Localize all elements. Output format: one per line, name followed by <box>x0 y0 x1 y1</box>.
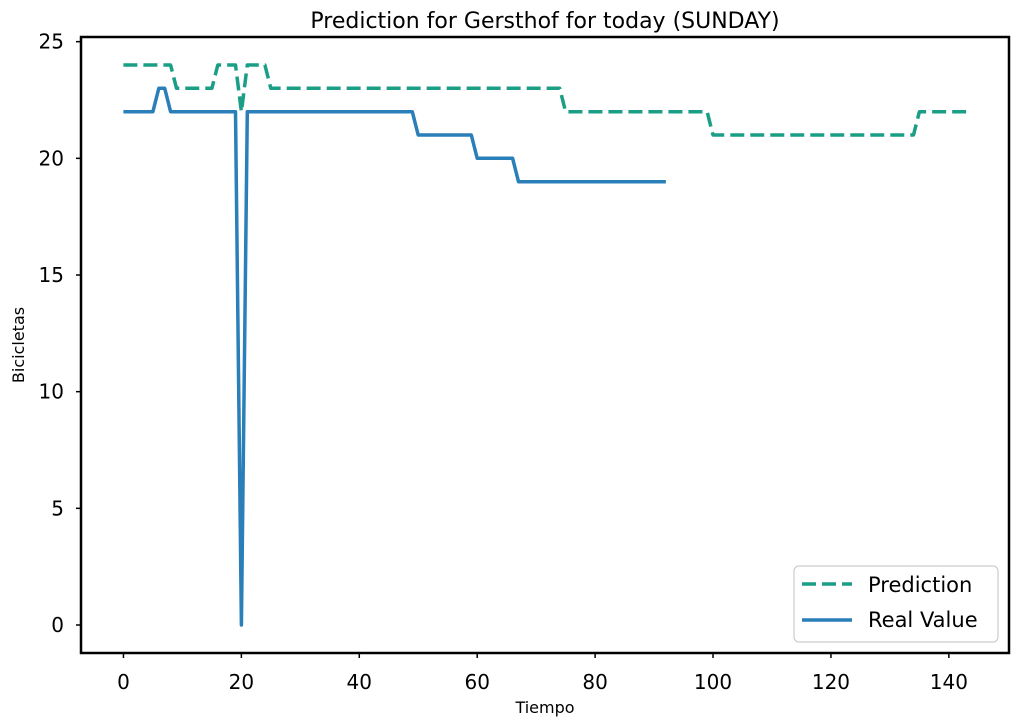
series-layer <box>123 63 967 627</box>
x-tick-label: 40 <box>347 670 372 694</box>
plot-frame <box>79 35 1011 655</box>
x-tick-label: 80 <box>582 670 607 694</box>
x-tick-label: 60 <box>464 670 489 694</box>
x-tick-label: 100 <box>694 670 732 694</box>
y-tick-label: 20 <box>39 146 64 170</box>
y-tick-label: 5 <box>51 496 64 520</box>
y-tick-label: 15 <box>39 263 64 287</box>
x-tick-label: 20 <box>229 670 254 694</box>
legend: Prediction Real Value <box>793 565 999 643</box>
series-line-real-value <box>123 86 666 627</box>
y-axis: 0 5 10 15 20 25 <box>39 30 81 637</box>
chart-title: Prediction for Gersthof for today (SUNDA… <box>310 9 779 34</box>
legend-label-prediction: Prediction <box>868 573 972 597</box>
plot-background <box>81 37 1009 653</box>
x-tick-label: 140 <box>930 670 968 694</box>
x-tick-label: 120 <box>812 670 850 694</box>
y-tick-label: 0 <box>51 613 64 637</box>
series-line-prediction <box>123 63 967 137</box>
x-axis: 0 20 40 60 80 100 120 140 <box>117 653 968 694</box>
y-axis-label: Bicicletas <box>9 307 28 383</box>
x-tick-label: 0 <box>117 670 130 694</box>
y-tick-label: 10 <box>39 380 64 404</box>
legend-label-real-value: Real Value <box>868 608 978 632</box>
x-axis-label: Tiempo <box>514 698 574 717</box>
y-tick-label: 25 <box>39 30 64 54</box>
